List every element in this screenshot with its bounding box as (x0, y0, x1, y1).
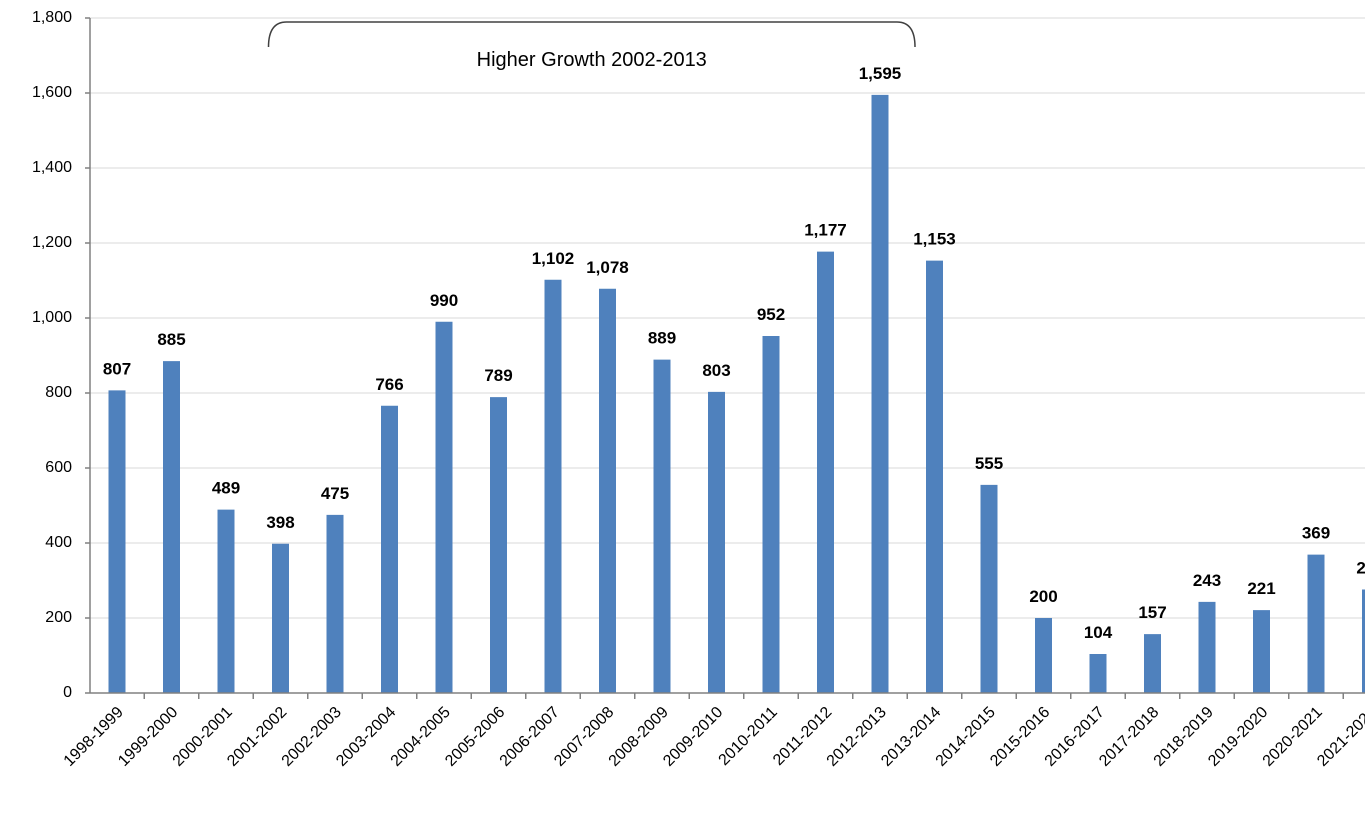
bar-2020-2021 (1307, 554, 1325, 693)
bar-2013-2014 (926, 260, 943, 693)
gridlines (90, 17, 1365, 619)
bar-2007-2008 (599, 288, 616, 693)
data-label: 475 (321, 484, 349, 503)
data-label: 766 (375, 375, 403, 394)
bar-2003-2004 (381, 405, 398, 693)
data-label: 1,102 (532, 249, 575, 268)
data-label: 555 (975, 454, 1003, 473)
data-label: 990 (430, 291, 458, 310)
data-label: 885 (157, 330, 185, 349)
data-label: 276 (1356, 559, 1365, 578)
data-label: 1,078 (586, 258, 629, 277)
bar-2016-2017 (1089, 654, 1107, 693)
data-label: 489 (212, 479, 240, 498)
y-tick-label: 1,000 (32, 309, 72, 326)
data-label: 803 (702, 361, 730, 380)
annotation-text: Higher Growth 2002-2013 (477, 49, 707, 71)
y-tick-label: 800 (45, 384, 72, 401)
y-tick-label: 1,400 (32, 159, 72, 176)
data-label: 889 (648, 329, 676, 348)
bar-1998-1999 (108, 390, 126, 693)
data-label: 1,153 (913, 230, 956, 249)
data-label: 243 (1193, 571, 1221, 590)
bar-2006-2007 (544, 279, 562, 693)
data-label: 157 (1138, 603, 1166, 622)
bar-2010-2011 (762, 336, 780, 693)
bar-2004-2005 (435, 321, 453, 693)
annotation: Higher Growth 2002-2013 (267, 21, 916, 71)
data-label: 789 (484, 366, 512, 385)
y-tick-label: 1,600 (32, 84, 72, 101)
y-tick-label: 200 (45, 609, 72, 626)
bars (108, 94, 1365, 693)
bar-2018-2019 (1198, 601, 1216, 693)
data-label: 221 (1247, 579, 1275, 598)
bar-2011-2012 (817, 251, 834, 693)
bar-1999-2000 (163, 361, 180, 693)
y-tick-label: 1,800 (32, 9, 72, 26)
bar-2009-2010 (708, 391, 725, 693)
bar-2002-2003 (326, 514, 344, 693)
data-label: 1,177 (804, 221, 847, 240)
data-label: 1,595 (859, 64, 902, 83)
bar-2017-2018 (1144, 634, 1161, 693)
x-tick-label: 2009-2010 (660, 704, 726, 770)
bar-2021-2022 (1362, 589, 1365, 693)
data-label: 369 (1302, 524, 1330, 543)
y-tick-label: 0 (63, 684, 72, 701)
data-label: 398 (266, 513, 294, 532)
bar-2014-2015 (980, 484, 998, 693)
bar-2001-2002 (272, 543, 289, 693)
bar-2012-2013 (871, 94, 889, 693)
data-labels: 807 885 489 398 475 766 990 789 1,102 1,078 889 803… (103, 64, 1365, 642)
bar-2005-2006 (490, 397, 507, 693)
bar-2008-2009 (653, 359, 671, 693)
data-label: 952 (757, 305, 785, 324)
bar-2015-2016 (1035, 618, 1052, 693)
data-label: 200 (1029, 587, 1057, 606)
data-label: 104 (1084, 623, 1113, 642)
annotation-bracket (267, 21, 916, 48)
bar-2000-2001 (217, 509, 235, 693)
bar-2019-2020 (1253, 610, 1270, 693)
data-label: 807 (103, 359, 131, 378)
y-tick-label: 400 (45, 534, 72, 551)
y-tick-label: 600 (45, 459, 72, 476)
y-tick-label: 1,200 (32, 234, 72, 251)
